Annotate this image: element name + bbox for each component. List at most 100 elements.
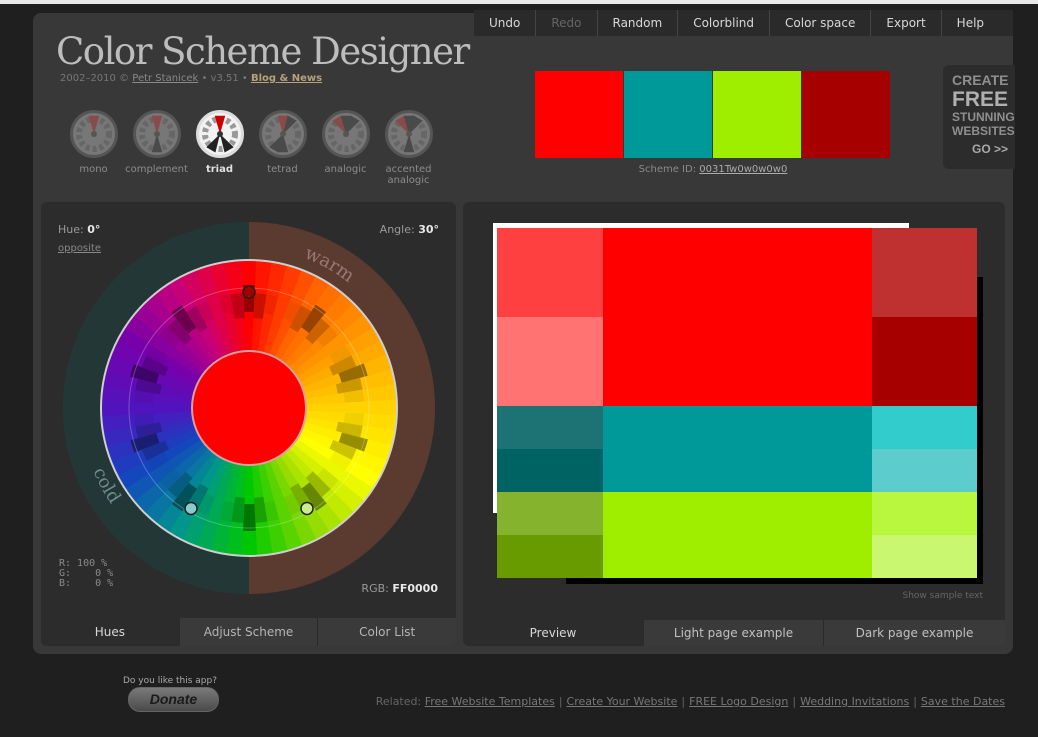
accented-analogic-scheme-icon bbox=[384, 110, 433, 158]
link-separator: | bbox=[681, 695, 686, 708]
rgb-readout: RGB: FF0000 bbox=[361, 582, 438, 595]
scheme-id-link[interactable]: 0031Tw0w0w0w0 bbox=[699, 164, 788, 175]
hue-handle-3[interactable] bbox=[184, 501, 198, 516]
scheme-swatch-4[interactable] bbox=[802, 71, 890, 158]
hue-shade-segment bbox=[263, 500, 280, 522]
related-link-5[interactable]: Save the Dates bbox=[920, 695, 1005, 708]
hue-shade-segment bbox=[283, 300, 302, 323]
hue-shade-segment bbox=[242, 503, 256, 531]
undo-button[interactable]: Undo bbox=[474, 10, 537, 36]
mono-scheme-icon bbox=[69, 110, 118, 158]
credits-years: 2002–2010 © bbox=[60, 73, 130, 84]
hue-shade-segment bbox=[329, 355, 357, 377]
type-analogic[interactable]: analogic bbox=[314, 110, 377, 186]
tab-dark-page-example[interactable]: Dark page example bbox=[824, 620, 1005, 646]
hue-shade-segment bbox=[141, 355, 169, 377]
preview-color-block bbox=[497, 535, 603, 578]
hue-handle-2[interactable] bbox=[300, 501, 314, 516]
preview-color-block bbox=[603, 492, 872, 578]
hue-shade-segment bbox=[305, 318, 331, 345]
wheel-rim bbox=[100, 259, 398, 557]
hue-shade-segment bbox=[196, 493, 215, 516]
scheme-id: Scheme ID: 0031Tw0w0w0w0 bbox=[535, 164, 891, 175]
hue-shade-segment bbox=[335, 421, 363, 439]
page-title: Color Scheme Designer bbox=[56, 30, 470, 73]
hue-shade-segment bbox=[145, 456, 180, 486]
scheme-type-label: triad bbox=[205, 164, 234, 175]
tab-preview[interactable]: Preview bbox=[463, 620, 644, 646]
preview-color-block bbox=[872, 492, 977, 535]
hue-shade-segment bbox=[329, 345, 352, 365]
type-mono[interactable]: mono bbox=[62, 110, 125, 186]
hue-shade-segment bbox=[204, 491, 227, 527]
type-accented-analogic[interactable]: accented analogic bbox=[377, 110, 440, 186]
type-triad[interactable]: triad bbox=[188, 110, 251, 186]
scheme-type-label: tetrad bbox=[267, 164, 298, 175]
hue-shade-segment bbox=[135, 377, 163, 395]
preview-panel: Show sample text Preview Light page exam… bbox=[463, 202, 1005, 646]
tab-adjust-scheme[interactable]: Adjust Scheme bbox=[179, 618, 319, 646]
author-link[interactable]: Petr Stanicek bbox=[132, 73, 199, 84]
angle-value: 30° bbox=[418, 223, 439, 236]
hue-handle-1[interactable] bbox=[242, 285, 256, 299]
related-links: Related: Free Website Templates | Create Y… bbox=[376, 695, 1005, 708]
hue-shade-segment bbox=[318, 456, 353, 486]
preview-color-block bbox=[497, 492, 603, 535]
hue-value: 0° bbox=[87, 223, 101, 236]
scheme-type-label: accented analogic bbox=[385, 164, 432, 186]
top-menu: Undo Redo Random Colorblind Color space … bbox=[474, 10, 1013, 36]
tetrad-scheme-icon bbox=[258, 110, 307, 158]
hue-shade-segment bbox=[305, 471, 331, 498]
hue-shade-segment bbox=[167, 471, 193, 498]
related-link-4[interactable]: Wedding Invitations bbox=[800, 695, 910, 708]
opposite-link[interactable]: opposite bbox=[58, 243, 101, 254]
hue-shade-segment bbox=[301, 304, 327, 334]
scheme-type-label: complement bbox=[125, 164, 188, 175]
tab-hues[interactable]: Hues bbox=[41, 618, 180, 646]
scheme-type-selector: mono complement triad tetrad analogic accente… bbox=[62, 110, 440, 186]
scheme-swatches bbox=[535, 71, 891, 158]
hue-shade-segment bbox=[134, 389, 155, 404]
hue-shade-segment bbox=[253, 496, 268, 523]
cold-half-ring bbox=[63, 222, 249, 594]
scheme-swatch-1[interactable] bbox=[535, 71, 623, 158]
hue-shade-segment bbox=[145, 330, 180, 360]
hue-shade-segment bbox=[343, 412, 364, 427]
related-link-1[interactable]: Free Website Templates bbox=[424, 695, 555, 708]
hue-shade-segment bbox=[338, 401, 372, 415]
redo-button[interactable]: Redo bbox=[536, 10, 598, 36]
hue-shade-segment bbox=[301, 482, 327, 512]
donate-question: Do you like this app? bbox=[123, 676, 217, 686]
hue-shade-segment bbox=[335, 377, 363, 395]
hue-shade-segment bbox=[130, 363, 160, 384]
color-space-button[interactable]: Color space bbox=[770, 10, 872, 36]
tab-light-page-example[interactable]: Light page example bbox=[644, 620, 824, 646]
related-link-3[interactable]: FREE Logo Design bbox=[689, 695, 789, 708]
tab-color-list[interactable]: Color List bbox=[318, 618, 456, 646]
ad-go-link[interactable]: GO >> bbox=[972, 141, 1009, 156]
triad-scheme-icon bbox=[195, 110, 244, 158]
show-sample-text-link[interactable]: Show sample text bbox=[902, 591, 984, 601]
right-tabs: Preview Light page example Dark page exa… bbox=[463, 620, 1005, 646]
preview-color-block bbox=[872, 535, 977, 578]
scheme-swatch-2[interactable] bbox=[624, 71, 712, 158]
rgb-value: FF0000 bbox=[392, 582, 438, 595]
type-tetrad[interactable]: tetrad bbox=[251, 110, 314, 186]
help-button[interactable]: Help bbox=[956, 16, 985, 30]
hue-shade-segment bbox=[271, 289, 294, 325]
hue-shade-segment bbox=[316, 326, 339, 348]
blog-news-link[interactable]: Blog & News bbox=[250, 73, 323, 84]
type-complement[interactable]: complement bbox=[125, 110, 188, 186]
hue-shade-segment bbox=[186, 305, 209, 333]
export-button[interactable]: Export bbox=[871, 10, 942, 36]
create-websites-ad[interactable]: CREATE FREE STUNNING WEBSITES GO >> bbox=[943, 65, 1015, 169]
hue-shade-segment bbox=[146, 451, 169, 471]
complement-scheme-icon bbox=[132, 110, 181, 158]
colorblind-button[interactable]: Colorblind bbox=[678, 10, 771, 36]
random-button[interactable]: Random bbox=[598, 10, 679, 36]
hue-shade-segment bbox=[343, 389, 364, 404]
related-link-2[interactable]: Create Your Website bbox=[566, 695, 678, 708]
scheme-swatch-3[interactable] bbox=[713, 71, 801, 158]
donate-button[interactable]: Donate bbox=[128, 687, 219, 712]
